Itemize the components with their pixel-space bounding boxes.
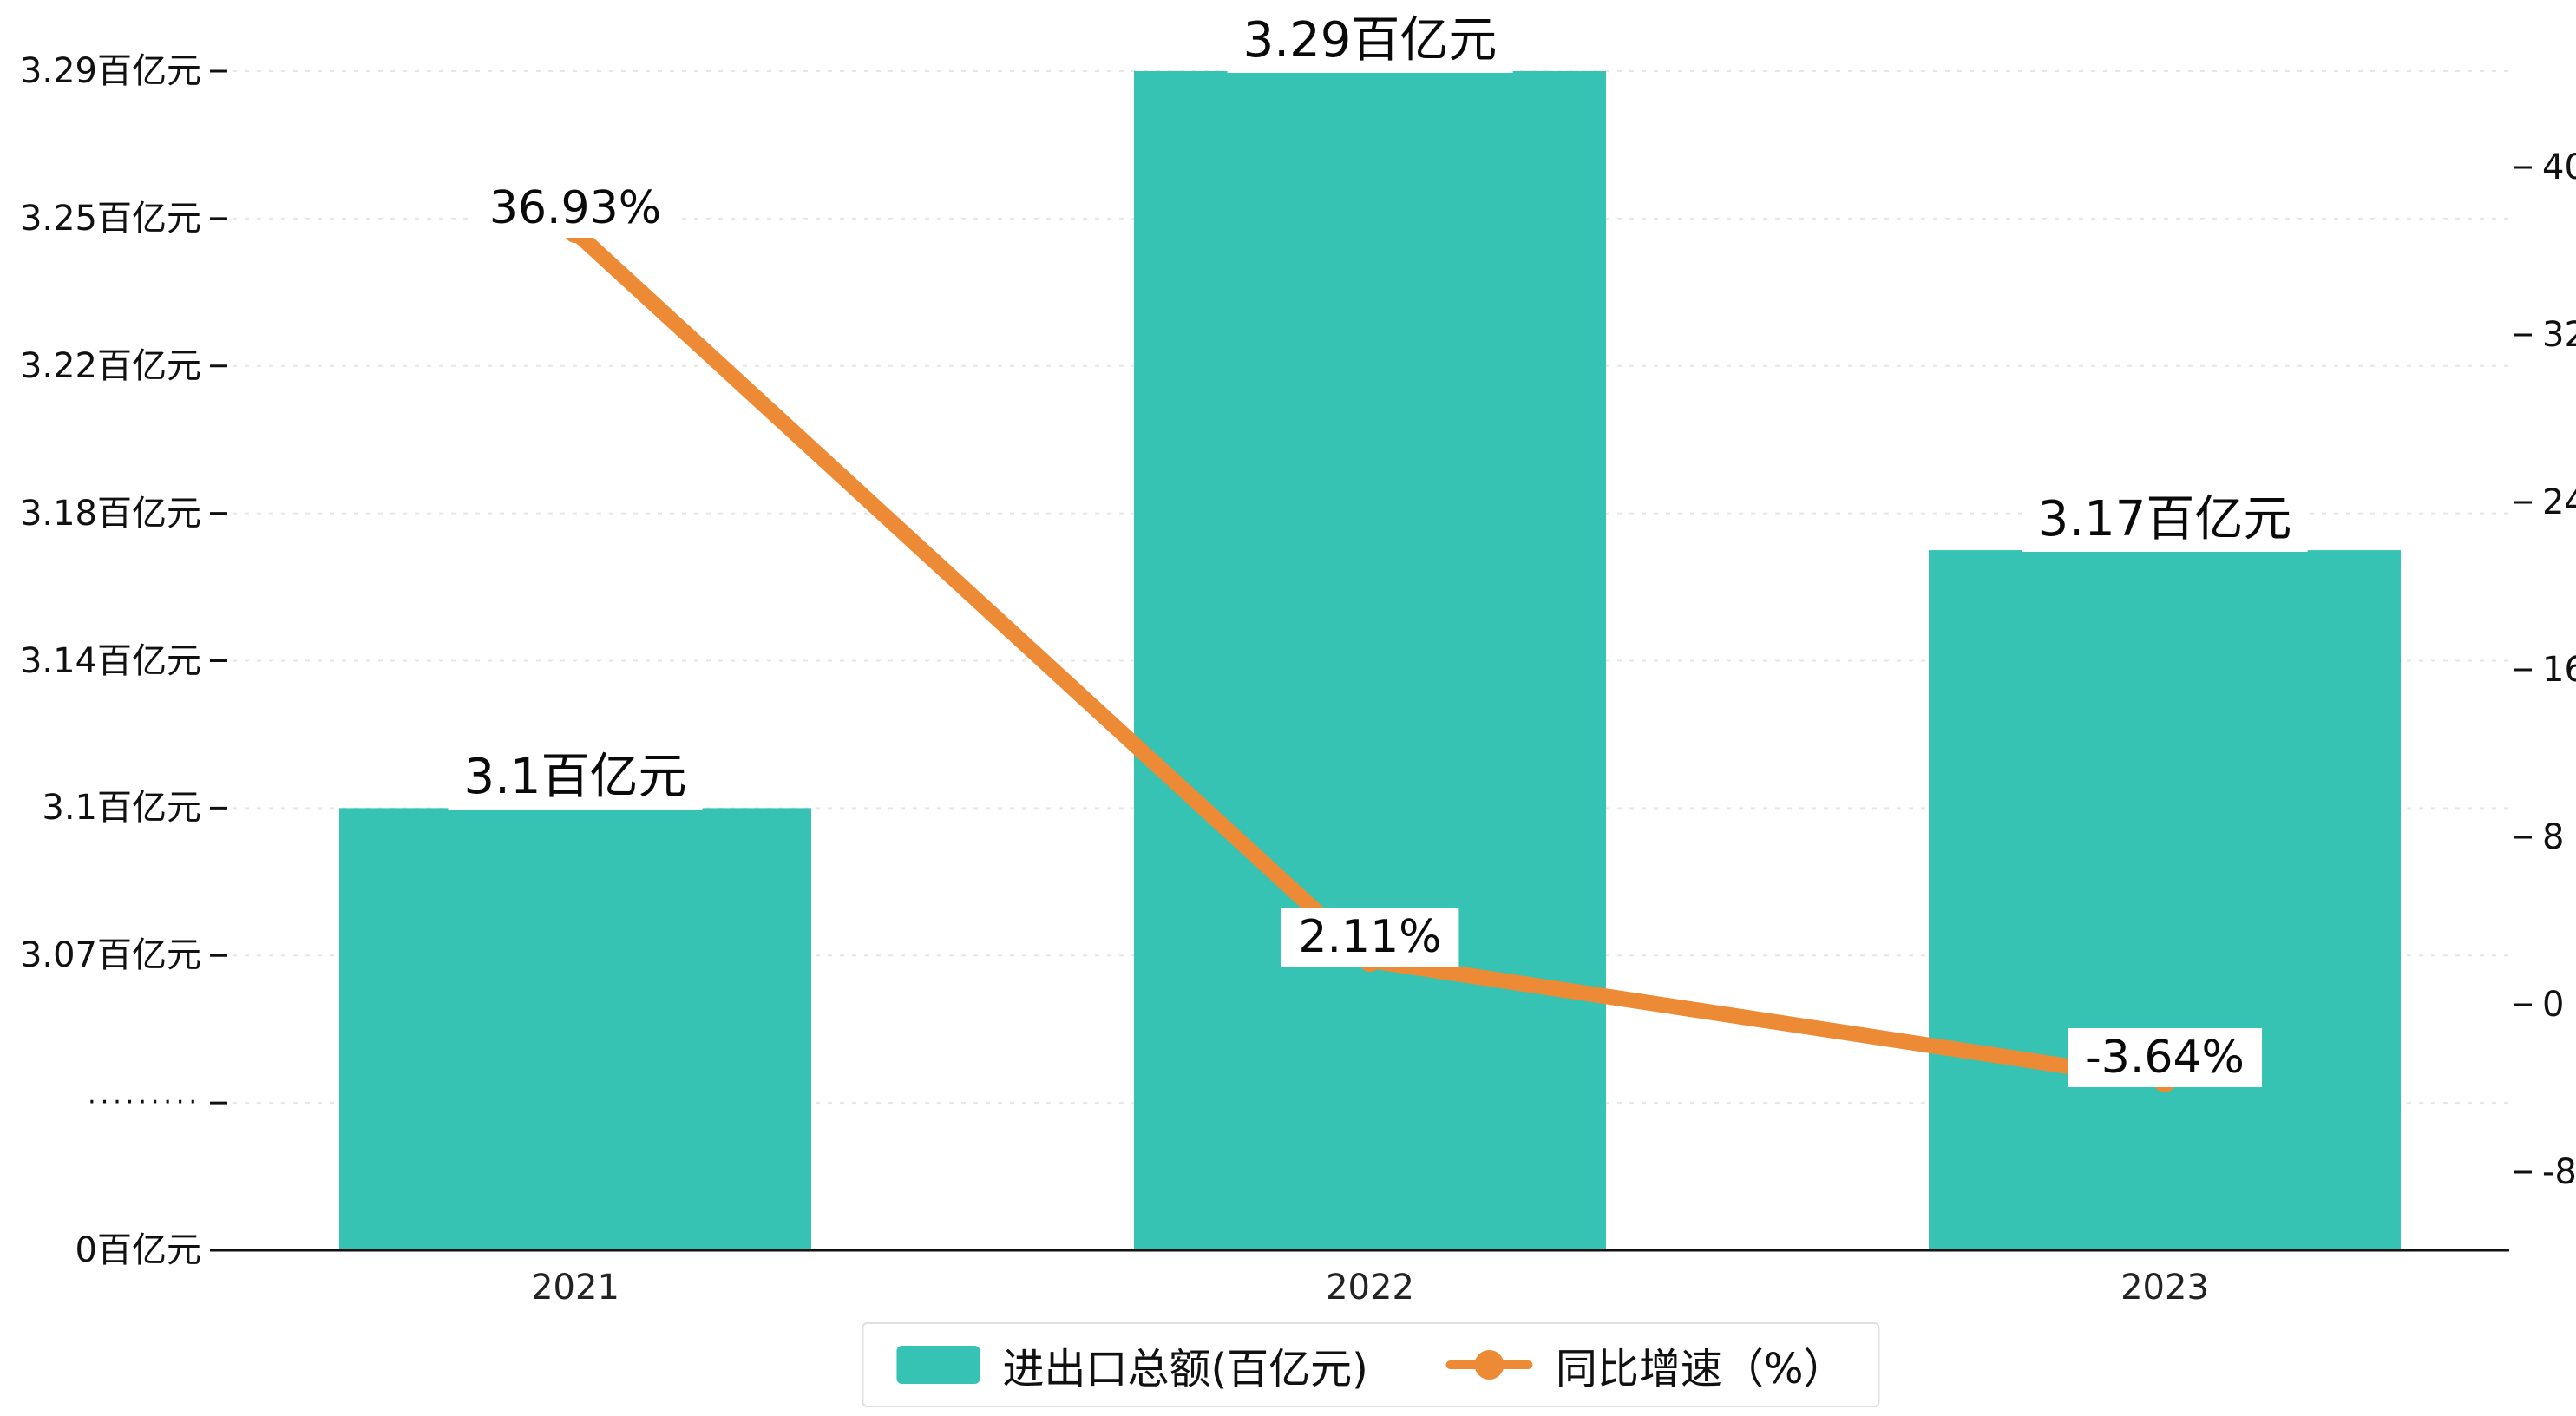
y-axis-tick-label-left: 3.25百亿元: [19, 198, 201, 239]
bar: [339, 808, 811, 1250]
y-axis-tick-label-right: -8: [2542, 1152, 2576, 1192]
y-axis-tick-label-right: 0: [2542, 985, 2565, 1025]
y-axis-tick-label-left: 0百亿元: [75, 1230, 201, 1270]
y-axis-tick-label-left: 3.07百亿元: [19, 935, 201, 976]
legend-bar-swatch-icon: [896, 1346, 980, 1384]
line-value-label: 36.93%: [471, 179, 679, 239]
bar: [1134, 71, 1606, 1250]
line-value-label: 2.11%: [1281, 908, 1459, 967]
y-axis-tick-label-right: 32: [2542, 315, 2576, 355]
legend: 进出口总额(百亿元) 同比增速（%）: [862, 1322, 1880, 1407]
x-axis-category-label: 2023: [2120, 1268, 2209, 1308]
y-axis-tick-label-right: 24: [2542, 482, 2576, 522]
legend-item-label: 同比增速（%）: [1555, 1345, 1845, 1393]
legend-line-marker-icon: [1445, 1346, 1533, 1384]
bar-value-label: 3.29百亿元: [1227, 9, 1513, 73]
x-axis-category-label: 2022: [1326, 1268, 1414, 1308]
bar-value-label: 3.17百亿元: [2022, 488, 2308, 553]
bar: [1929, 550, 2401, 1250]
y-axis-tick-label-left: 3.22百亿元: [19, 345, 201, 386]
legend-item[interactable]: 同比增速（%）: [1445, 1334, 1845, 1395]
y-axis-tick-label-left: 3.1百亿元: [42, 788, 201, 829]
y-axis-tick-label-right: 8: [2542, 817, 2565, 857]
y-axis-tick-label-left: 3.18百亿元: [19, 493, 201, 534]
y-axis-tick-label-left: 3.29百亿元: [19, 51, 201, 91]
legend-item-label: 进出口总额(百亿元): [1002, 1345, 1368, 1393]
line-value-label: -3.64%: [2068, 1027, 2262, 1087]
bar-value-label: 3.1百亿元: [448, 745, 703, 810]
y-axis-tick-label-right: 40: [2542, 148, 2576, 187]
x-axis-category-label: 2021: [531, 1268, 619, 1308]
legend-item[interactable]: 进出口总额(百亿元): [896, 1334, 1368, 1395]
axis-break-dots: ·········: [88, 1087, 201, 1118]
y-axis-tick-label-right: 16: [2542, 650, 2576, 690]
y-axis-tick-label-left: 3.14百亿元: [19, 640, 201, 681]
